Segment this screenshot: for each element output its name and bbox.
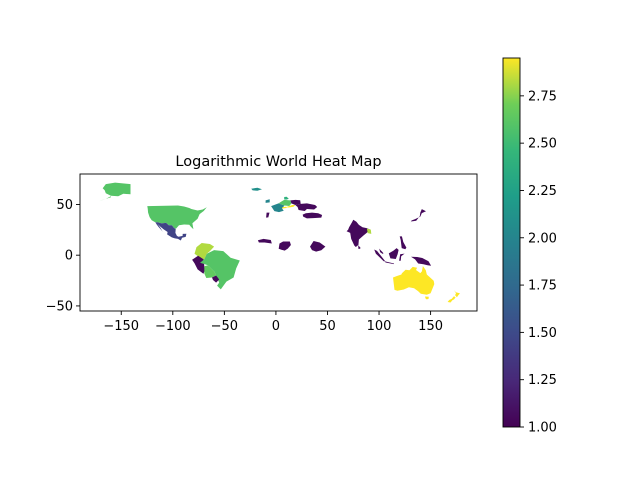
region-denmark [284,196,289,200]
region-india [346,219,370,247]
region-japan [410,209,426,224]
region-peru [192,255,205,274]
region-tasmania [425,296,429,300]
chart-title: Logarithmic World Heat Map [175,154,381,170]
region-poland [290,199,301,205]
region-sulawesi [399,253,405,261]
region-turkey [302,212,323,219]
plot-frame [79,173,478,312]
region-nigeria [278,241,291,251]
map-regions [98,182,460,303]
region-new-zealand-north [454,290,460,298]
region-france [271,203,285,213]
colorbar-tick-label: 2.50 [528,137,557,152]
region-mexico [155,222,187,241]
colorbar-tick-label: 1.75 [528,279,557,294]
region-switzerland [282,206,287,209]
colorbar-tick-label: 1.25 [528,373,557,388]
x-tick-label: 0 [272,319,280,334]
colorbar-tick-label: 1.00 [528,421,557,436]
region-sumatra [374,249,386,262]
y-tick-label: 50 [56,198,73,213]
region-portugal [266,212,270,218]
region-eastern-europe [295,203,318,211]
region-bangladesh [366,228,372,234]
region-java [384,261,394,265]
region-iceland [251,187,262,191]
colorbar-tick-label: 2.25 [528,184,557,199]
region-paraguay [212,275,220,283]
x-axis: −150 −100 −50 0 50 100 150 [103,311,443,334]
x-tick-label: −50 [211,319,238,334]
region-benelux-germany [278,199,292,206]
region-australia [393,266,435,295]
y-axis: −50 0 50 [46,198,80,314]
region-sri-lanka [358,245,361,249]
region-borneo [388,248,399,259]
x-tick-label: 100 [367,319,392,334]
region-bolivia [204,265,217,278]
x-tick-label: 50 [319,319,336,334]
colorbar-tick-label: 1.50 [528,326,557,341]
region-philippines [399,236,407,250]
colorbar-tick-label: 2.75 [528,89,557,104]
region-ireland [265,199,270,203]
region-baja-california [155,222,163,232]
x-tick-label: −100 [155,319,191,334]
region-austria-czechia [285,205,296,208]
region-brazil [200,250,240,290]
region-alaska [102,182,131,197]
region-united-states [147,205,207,230]
region-alaska-peninsula [98,196,111,202]
region-colombia-venezuela [194,243,215,260]
region-new-guinea [411,256,432,266]
region-senegal-mali [257,238,272,244]
y-tick-label: 0 [65,249,73,264]
x-tick-label: 150 [418,319,443,334]
colorbar-tick-label: 2.00 [528,231,557,246]
region-ethiopia-region [310,241,326,252]
region-new-zealand-south [447,296,456,303]
x-tick-label: −150 [103,319,139,334]
y-tick-label: −50 [46,299,73,314]
colorbar-ticks: 1.00 1.25 1.50 1.75 2.00 2.25 2.50 2.75 [520,89,557,436]
colorbar [502,57,521,428]
region-malaysia [379,248,384,254]
